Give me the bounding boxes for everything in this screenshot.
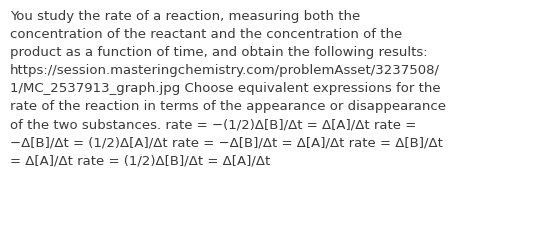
Text: You study the rate of a reaction, measuring both the
concentration of the reacta: You study the rate of a reaction, measur…: [10, 10, 446, 167]
